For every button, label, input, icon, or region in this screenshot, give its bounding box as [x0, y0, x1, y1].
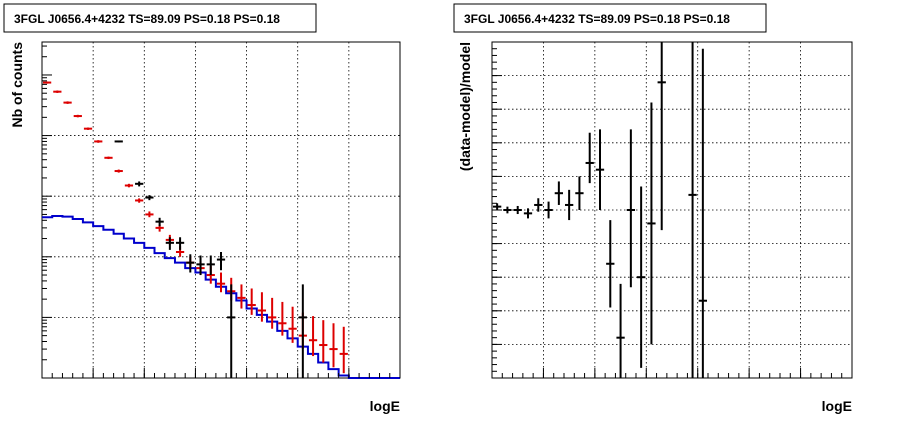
data-point: [523, 208, 533, 219]
data-point: [114, 140, 123, 143]
residuals-title-box: [453, 3, 767, 33]
data-point: [298, 284, 307, 378]
data-point: [63, 101, 72, 104]
counts-xlabel: logE: [370, 398, 400, 414]
counts-panel: 3FGL J0656.4+4232 TS=89.09 PS=0.18 PS=0.…: [3, 3, 401, 414]
data-point: [565, 189, 574, 221]
data-point: [513, 205, 522, 215]
counts-plot-frame: [41, 41, 401, 379]
data-point: [534, 198, 543, 212]
data-point: [237, 284, 246, 309]
data-point: [637, 186, 646, 368]
data-point: [288, 306, 297, 343]
counts-title: 3FGL J0656.4+4232 TS=89.09 PS=0.18 PS=0.…: [14, 12, 280, 26]
data-point: [575, 176, 584, 210]
data-point: [135, 198, 144, 203]
data-point: [626, 129, 635, 288]
data-point: [216, 251, 226, 271]
data-point: [268, 297, 277, 329]
residuals-panel: 3FGL J0656.4+4232 TS=89.09 PS=0.18 PS=0.…: [453, 3, 853, 414]
data-point: [175, 237, 185, 250]
residuals-title: 3FGL J0656.4+4232 TS=89.09 PS=0.18 PS=0.…: [464, 12, 730, 26]
counts-grid: [42, 42, 400, 378]
data-point: [135, 181, 144, 187]
residuals-axis-ticks: [491, 41, 853, 379]
data-point: [145, 211, 154, 218]
data-point: [503, 206, 512, 214]
data-point: [73, 114, 82, 118]
data-point: [145, 195, 154, 201]
data-point: [544, 201, 553, 219]
counts-ylabel: Nb of counts: [9, 42, 25, 128]
data-point: [155, 217, 164, 227]
data-point: [257, 292, 267, 322]
residuals-xlabel: logE: [822, 398, 852, 414]
data-point: [647, 102, 656, 345]
data-point: [227, 284, 236, 378]
data-point: [53, 90, 62, 93]
data-point: [554, 181, 563, 205]
data-point: [698, 48, 707, 378]
residuals-ylabel: (data-model)/model: [457, 42, 473, 171]
data-point: [616, 283, 625, 378]
data-point: [595, 129, 605, 210]
data-point: [165, 237, 174, 250]
residuals-points: [493, 42, 707, 378]
data-point: [196, 255, 205, 276]
data-point: [657, 42, 666, 231]
data-point: [216, 272, 226, 293]
data-point: [83, 127, 93, 130]
data-point: [94, 140, 103, 143]
counts-histograms: [42, 81, 400, 379]
data-point: [329, 323, 338, 368]
data-point: [43, 81, 52, 84]
data-point: [247, 288, 256, 315]
data-point: [339, 326, 348, 374]
data-point: [308, 316, 318, 357]
data-point: [585, 132, 594, 184]
data-point: [278, 301, 287, 336]
data-point: [124, 183, 134, 188]
data-point: [493, 203, 502, 210]
data-point: [114, 169, 123, 173]
counts-title-box: [3, 3, 317, 33]
data-point: [104, 156, 113, 160]
counts-axis-ticks: [41, 45, 401, 379]
data-point: [206, 255, 215, 276]
data-point: [319, 320, 328, 363]
data-point: [688, 42, 697, 378]
data-point: [606, 220, 615, 308]
data-point: [186, 254, 195, 273]
